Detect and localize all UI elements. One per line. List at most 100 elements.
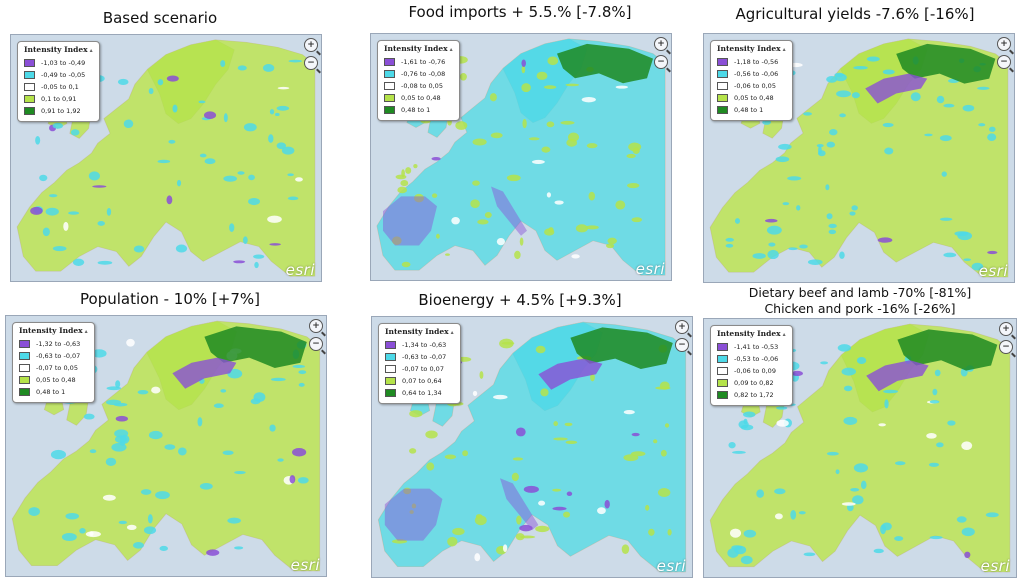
legend[interactable]: Intensity Index ▴ -1,34 to -0,63 -0,63 to -… (378, 323, 461, 404)
legend-label: -1,61 to -0,76 (401, 58, 446, 66)
legend-collapse-icon[interactable]: ▴ (84, 328, 88, 335)
intensity-patch (531, 159, 545, 164)
intensity-patch (924, 133, 933, 137)
intensity-patch (878, 423, 886, 427)
legend-collapse-icon[interactable]: ▴ (450, 329, 454, 336)
intensity-patch (597, 507, 606, 515)
intensity-patch (989, 126, 996, 132)
intensity-patch (528, 137, 540, 141)
intensity-patch (606, 243, 615, 249)
intensity-patch (910, 92, 921, 102)
map-title-based: Based scenario (102, 9, 218, 27)
zoom-out-icon[interactable]: − (304, 56, 318, 70)
intensity-patch (229, 223, 235, 232)
intensity-patch (660, 449, 667, 457)
zoom-in-icon[interactable]: + (309, 319, 323, 333)
zoom-out-icon[interactable]: − (675, 338, 689, 352)
map-panel-diet[interactable]: Intensity Index ▴ -1,41 to -0,53 -0,53 to -… (703, 318, 1017, 578)
legend-title: Intensity Index ▴ (385, 327, 454, 336)
intensity-patch (851, 205, 858, 211)
intensity-patch (552, 506, 567, 511)
intensity-patch (506, 174, 521, 182)
map-panel-pop[interactable]: Intensity Index ▴ -1,32 to -0,63 -0,63 to -… (5, 315, 327, 577)
intensity-patch (269, 243, 281, 246)
intensity-patch (791, 370, 804, 376)
zoom-in-icon[interactable]: + (999, 322, 1013, 336)
zoom-out-icon[interactable]: − (999, 340, 1013, 354)
intensity-patch (971, 262, 984, 271)
intensity-patch (817, 150, 826, 157)
legend[interactable]: Intensity Index ▴ -1,32 to -0,63 -0,63 to -… (12, 322, 95, 403)
legend[interactable]: Intensity Index ▴ -1,03 to -0,49 -0,49 to -… (17, 41, 100, 122)
intensity-patch (977, 86, 990, 90)
intensity-patch (541, 146, 551, 153)
intensity-patch (176, 179, 182, 187)
intensity-patch (484, 212, 492, 219)
legend[interactable]: Intensity Index ▴ -1,41 to -0,53 -0,53 to -… (710, 325, 793, 406)
map-panel-food[interactable]: Intensity Index ▴ -1,61 to -0,76 -0,76 to -… (370, 33, 672, 281)
map-panel-based[interactable]: Intensity Index ▴ -1,03 to -0,49 -0,49 to -… (10, 34, 322, 282)
intensity-patch (943, 103, 955, 108)
intensity-patch (493, 394, 508, 400)
legend-row: -1,34 to -0,63 (385, 339, 454, 351)
legend-label: 0,82 to 1,72 (734, 391, 774, 399)
legend-label: 0,09 to 0,82 (734, 379, 774, 387)
legend-swatch (19, 340, 30, 348)
intensity-patch (734, 545, 747, 555)
legend-row: 0,64 to 1,34 (385, 387, 454, 399)
esri-logo: esri (980, 557, 1010, 575)
legend-swatch (717, 82, 728, 90)
zoom-out-icon[interactable]: − (997, 55, 1011, 69)
map-panel-bio[interactable]: Intensity Index ▴ -1,34 to -0,63 -0,63 to -… (371, 316, 693, 578)
intensity-patch (884, 147, 894, 155)
intensity-patch (199, 482, 213, 490)
intensity-patch (947, 420, 956, 426)
intensity-patch (521, 65, 526, 74)
intensity-patch (52, 245, 67, 252)
zoom-in-icon[interactable]: + (675, 320, 689, 334)
intensity-layer-main (17, 39, 315, 277)
intensity-patch (42, 227, 50, 237)
intensity-patch (615, 85, 628, 89)
intensity-patch (615, 200, 626, 210)
intensity-patch (477, 219, 489, 225)
intensity-patch (413, 164, 418, 169)
intensity-patch (604, 499, 610, 509)
zoom-out-icon[interactable]: − (309, 337, 323, 351)
intensity-patch (787, 176, 802, 181)
italy-overlay (491, 186, 527, 236)
zoom-in-icon[interactable]: + (997, 37, 1011, 51)
intensity-patch (401, 169, 405, 178)
legend-swatch (717, 367, 728, 375)
legend-collapse-icon[interactable]: ▴ (89, 47, 93, 54)
intensity-patch (563, 511, 571, 518)
legend-row: -1,03 to -0,49 (24, 57, 93, 69)
legend-collapse-icon[interactable]: ▴ (449, 46, 453, 53)
intensity-patch (987, 250, 998, 255)
intensity-patch (934, 369, 941, 377)
intensity-patch (743, 418, 748, 425)
intensity-patch (939, 217, 953, 221)
intensity-patch (277, 458, 284, 462)
map-panel-agri[interactable]: Intensity Index ▴ -1,18 to -0,56 -0,56 to -… (703, 33, 1015, 283)
zoom-out-icon[interactable]: − (654, 55, 668, 69)
intensity-patch (553, 421, 558, 427)
legend-row: -0,53 to -0,06 (717, 353, 786, 365)
legend[interactable]: Intensity Index ▴ -1,61 to -0,76 -0,76 to -… (377, 40, 460, 121)
intensity-patch (166, 75, 179, 82)
intensity-patch (105, 457, 117, 466)
esri-logo: esri (285, 261, 315, 279)
intensity-patch (268, 134, 274, 143)
intensity-patch (535, 345, 546, 354)
intensity-patch (269, 424, 276, 432)
zoom-in-icon[interactable]: + (304, 38, 318, 52)
intensity-patch (590, 373, 595, 382)
intensity-patch (123, 119, 134, 129)
intensity-patch (102, 494, 116, 501)
legend-collapse-icon[interactable]: ▴ (782, 46, 786, 53)
intensity-patch (954, 231, 969, 237)
intensity-patch (298, 370, 307, 375)
legend[interactable]: Intensity Index ▴ -1,18 to -0,56 -0,56 to -… (710, 40, 793, 121)
zoom-in-icon[interactable]: + (654, 37, 668, 51)
legend-collapse-icon[interactable]: ▴ (782, 331, 786, 338)
